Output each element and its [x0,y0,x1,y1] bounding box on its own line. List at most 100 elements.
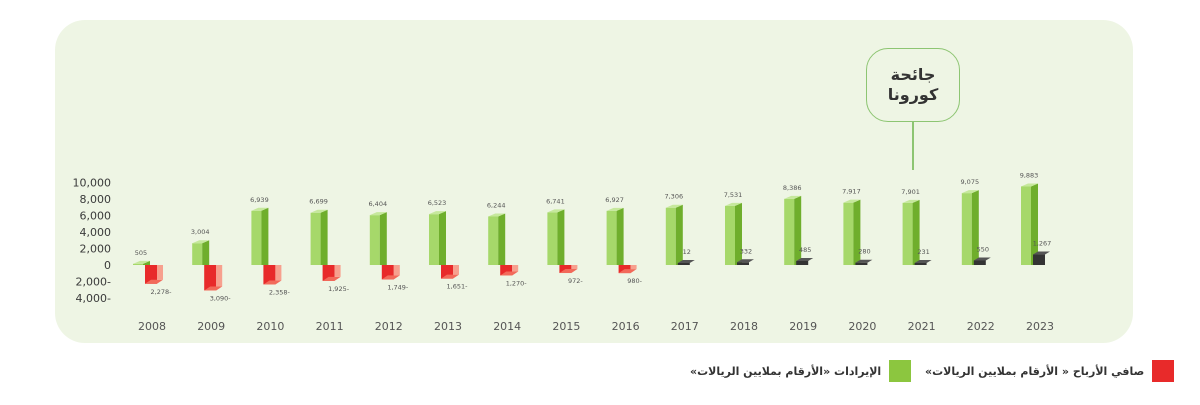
profit-bar-positive-top [1033,251,1050,255]
x-tick-label: 2018 [730,320,758,333]
profit-bar-negative [559,265,572,274]
callout-line-2: كورونا [887,85,939,104]
profit-value-label: 3,090- [210,294,232,302]
y-tick-label: 8,000 [80,193,112,206]
legend-label-revenue: الإيرادات «الأرقام بملايين الريالات» [690,364,882,378]
profit-bar-positive [677,263,690,265]
legend-swatch-red [1152,360,1175,382]
callout-line-1: جائحة [890,65,936,84]
profit-value-label: 550 [977,245,989,253]
revenue-bar-top [251,207,269,211]
profit-bar-negative-side [216,265,223,287]
y-tick-label: 10,000 [73,177,112,190]
x-tick-label: 2013 [434,320,462,333]
revenue-bar-front [606,210,617,265]
profit-value-label: 2,358- [269,288,291,296]
revenue-bar-side [143,260,150,265]
profit-bar-negative-bottom [559,269,578,274]
profit-bar-negative-bottom [618,269,637,274]
revenue-bar-front [192,243,203,265]
x-tick-label: 2019 [789,320,817,333]
profit-value-label: 1,925- [328,285,350,293]
revenue-value-label: 3,004 [191,228,210,236]
legend-item-net-profit: صافي الأرباح « الأرقام بملايين الريالات» [925,360,1175,382]
revenue-value-label: 6,939 [250,196,269,204]
revenue-bar-side [735,202,742,265]
revenue-bar-front [251,210,262,265]
revenue-bar-top [665,204,683,208]
revenue-value-label: 9,075 [960,178,979,186]
revenue-bar-top [606,207,624,211]
revenue-bar-top [547,209,565,213]
legend-label-net-profit: صافي الأرباح « الأرقام بملايين الريالات» [925,364,1145,378]
profit-bar-negative-side [275,265,282,281]
revenue-bar-side [202,240,210,265]
y-tick-label: 2,000- [76,276,111,289]
profit-value-label: 485 [799,246,811,254]
revenue-bar-front [488,216,499,265]
profit-bar-negative-side [630,265,637,270]
profit-bar-negative-bottom [441,274,459,279]
profit-bar-positive [855,262,868,265]
x-tick-label: 2020 [848,320,876,333]
revenue-bar-side [971,190,979,265]
profit-bar-positive-top [677,260,695,263]
revenue-value-label: 6,741 [546,197,565,205]
revenue-bar-top [784,195,802,199]
revenue-value-label: 6,699 [309,198,328,206]
revenue-bar-top [843,199,861,203]
revenue-value-label: 7,901 [901,188,920,196]
revenue-bar-side [439,211,446,265]
x-tick-label: 2014 [493,320,521,333]
y-tick-label: 4,000- [76,292,111,305]
revenue-value-label: 7,531 [724,191,743,199]
profit-bar-negative-side [453,265,459,275]
revenue-bar-top [725,202,742,206]
profit-bar-negative-side [393,265,400,276]
y-tick-label: 6,000 [80,210,112,223]
x-tick-label: 2017 [671,320,699,333]
y-tick-label: 0 [104,259,111,272]
revenue-bar-side [912,199,920,265]
callout-pointer-line [912,122,914,170]
revenue-bar-top [488,213,506,217]
x-tick-label: 2022 [967,320,995,333]
profit-bar-positive [1033,254,1045,265]
revenue-bar-top [902,199,920,203]
revenue-bar-side [1031,183,1038,265]
profit-bar-positive-top [737,259,754,263]
revenue-bar-side [794,195,802,265]
revenue-bar-front [429,214,439,265]
revenue-bar-front [1021,186,1031,265]
revenue-bar-top [192,240,210,244]
revenue-bar-front [547,212,558,265]
revenue-bar-front [902,202,913,265]
profit-bar-negative-bottom [263,280,282,285]
x-tick-label: 2016 [612,320,640,333]
x-tick-label: 2011 [316,320,344,333]
revenue-bar-front [665,207,676,265]
profit-bar-positive-top [914,260,932,263]
profit-value-label: 1,749- [387,283,409,291]
profit-bar-negative-bottom [500,271,519,276]
revenue-bar-front [133,263,143,265]
profit-bar-negative-side [334,265,341,277]
profit-value-label: 1,651- [447,283,469,291]
profit-bar-negative-bottom [381,275,400,280]
revenue-value-label: 6,927 [605,196,624,204]
x-tick-label: 2012 [375,320,403,333]
x-tick-label: 2021 [908,320,936,333]
revenue-value-label: 9,883 [1020,171,1039,179]
revenue-bar-top [369,212,387,216]
profit-value-label: 2,278- [151,288,173,296]
revenue-value-label: 7,917 [842,188,861,196]
profit-bar-positive [737,262,749,265]
profit-value-label: 12 [683,248,691,256]
legend-swatch-green [889,360,912,382]
profit-bar-positive [796,260,809,265]
profit-bar-negative [500,265,513,276]
revenue-bar-front [725,205,735,265]
profit-bar-positive-top [796,257,814,261]
profit-bar-negative-bottom [204,286,223,291]
